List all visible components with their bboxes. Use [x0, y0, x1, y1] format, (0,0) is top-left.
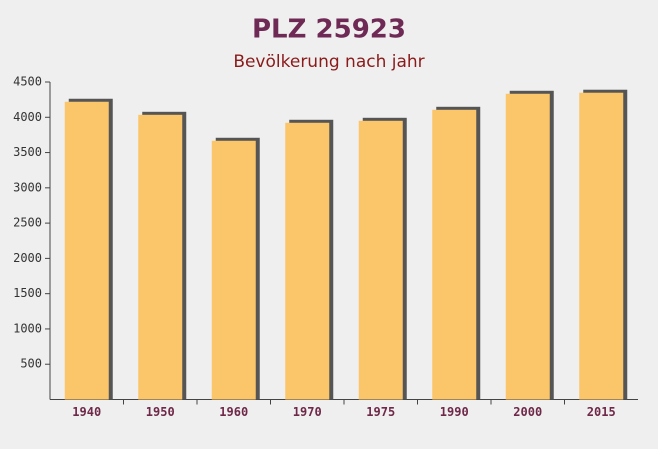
x-tick-label: 2015: [587, 405, 616, 419]
chart-title: PLZ 25923: [252, 15, 406, 45]
bar: [505, 93, 550, 400]
y-tick-label: 500: [20, 357, 42, 371]
x-tick-label: 1960: [219, 405, 248, 419]
y-tick-label: 1500: [13, 286, 42, 300]
y-tick-label: 1000: [13, 321, 42, 335]
x-tick-label: 1990: [440, 405, 469, 419]
bar: [64, 101, 109, 400]
x-tick-label: 1940: [72, 405, 101, 419]
y-tick-label: 3000: [13, 180, 42, 194]
bar: [432, 109, 477, 400]
x-tick-label: 1950: [146, 405, 175, 419]
bar: [285, 122, 330, 400]
y-tick-label: 2500: [13, 216, 42, 230]
bar: [138, 114, 183, 400]
x-tick-label: 1975: [366, 405, 395, 419]
y-tick-label: 4000: [13, 110, 42, 124]
y-tick-label: 3500: [13, 145, 42, 159]
bar: [358, 120, 403, 400]
chart-subtitle: Bevölkerung nach jahr: [233, 52, 424, 72]
x-tick-label: 1970: [293, 405, 322, 419]
y-tick-label: 2000: [13, 251, 42, 265]
y-tick-label: 4500: [13, 75, 42, 89]
bar: [211, 140, 256, 400]
bar: [579, 92, 624, 400]
x-tick-label: 2000: [513, 405, 542, 419]
